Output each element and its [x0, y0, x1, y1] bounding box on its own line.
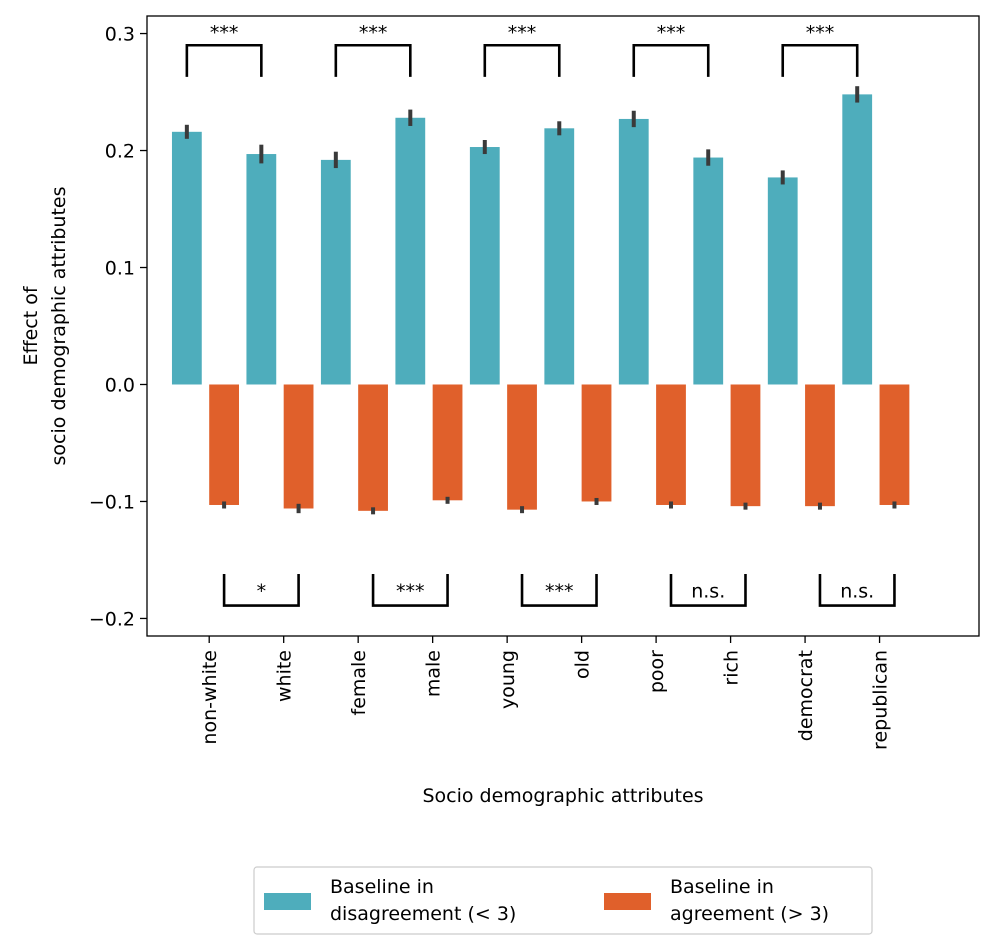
bar-disagreement-male — [395, 117, 426, 385]
significance-bracket-top — [781, 43, 859, 77]
significance-label-top: *** — [806, 22, 835, 44]
x-axis-label: Socio demographic attributes — [422, 785, 703, 807]
significance-annotations: *** *** *** *** **** *** *** n.s. n.s. — [185, 22, 896, 607]
significance-label-top: *** — [657, 22, 686, 44]
x-tick-label-white: white — [274, 650, 296, 702]
bar-agreement-old — [581, 384, 612, 502]
bar-agreement-male — [432, 384, 463, 501]
legend: Baseline in disagreement (< 3) Baseline … — [253, 866, 873, 935]
x-tick-label-poor: poor — [646, 650, 668, 693]
bar-disagreement-female — [320, 159, 351, 385]
y-axis-label-line2: socio demographic attributes — [48, 187, 70, 466]
significance-label-bottom: n.s. — [691, 581, 725, 603]
bar-disagreement-rich — [693, 157, 724, 385]
bar-disagreement-non-white — [171, 131, 202, 385]
legend-swatch-disagreement — [264, 893, 311, 910]
significance-bracket-top — [185, 43, 263, 77]
bar-agreement-republican — [879, 384, 910, 505]
significance-bracket-bottom — [371, 574, 449, 607]
bar-disagreement-democrat — [767, 177, 798, 385]
bar-disagreement-republican — [842, 94, 873, 385]
significance-bracket-bottom — [818, 574, 896, 607]
y-tick-label: 0.2 — [105, 141, 135, 163]
bar-agreement-non-white — [209, 384, 239, 505]
x-tick-label-non-white: non-white — [199, 650, 221, 745]
significance-label-bottom: *** — [545, 581, 574, 603]
legend-label-agreement-line1: Baseline in — [670, 876, 774, 898]
x-tick-label-male: male — [423, 650, 445, 697]
significance-label-bottom: * — [257, 581, 267, 603]
bar-disagreement-white — [246, 154, 277, 385]
plot-frame — [146, 15, 980, 637]
legend-label-agreement-line2: agreement (> 3) — [670, 903, 829, 925]
x-tick-label-republican: republican — [870, 650, 892, 750]
x-tick-label-democrat: democrat — [795, 650, 817, 741]
y-axis: −0.2 −0.1 0.0 0.1 0.2 0.3 — [89, 24, 147, 630]
x-tick-label-female: female — [348, 650, 370, 716]
bar-disagreement-poor — [618, 118, 649, 385]
bar-disagreement-young — [469, 147, 500, 385]
bar-agreement-female — [358, 384, 388, 511]
y-tick-label: 0.3 — [105, 24, 135, 46]
legend-frame — [253, 866, 873, 935]
significance-bracket-top — [334, 43, 412, 77]
significance-label-top: *** — [359, 22, 388, 44]
bar-disagreement-old — [544, 128, 575, 385]
significance-bracket-bottom — [520, 574, 598, 607]
bar-agreement-young — [507, 384, 537, 510]
x-axis: non-white white female male young old poor rich… — [199, 636, 892, 750]
bar-agreement-poor — [656, 384, 686, 505]
significance-label-top: *** — [508, 22, 537, 44]
bars-layer — [171, 94, 910, 511]
significance-bracket-top — [632, 43, 710, 77]
legend-label-disagreement-line1: Baseline in — [330, 876, 434, 898]
y-tick-label: −0.2 — [89, 608, 135, 630]
significance-bracket-bottom — [669, 574, 747, 607]
significance-label-bottom: *** — [396, 581, 425, 603]
significance-bracket-top — [483, 43, 561, 77]
x-tick-label-old: old — [572, 650, 594, 679]
bar-agreement-democrat — [805, 384, 835, 507]
significance-label-bottom: n.s. — [840, 581, 874, 603]
y-tick-label: −0.1 — [89, 491, 135, 513]
x-tick-label-rich: rich — [721, 650, 743, 686]
y-axis-label-line1: Effect of — [20, 285, 42, 365]
significance-label-top: *** — [210, 22, 239, 44]
y-tick-label: 0.1 — [105, 258, 135, 280]
errorbars-layer — [184, 86, 897, 515]
legend-swatch-agreement — [604, 893, 651, 910]
x-tick-label-young: young — [497, 650, 519, 709]
bar-agreement-white — [283, 384, 314, 509]
bar-agreement-rich — [730, 384, 761, 507]
significance-bracket-bottom — [222, 574, 300, 607]
legend-label-disagreement-line2: disagreement (< 3) — [330, 903, 516, 925]
y-tick-label: 0.0 — [105, 374, 135, 396]
